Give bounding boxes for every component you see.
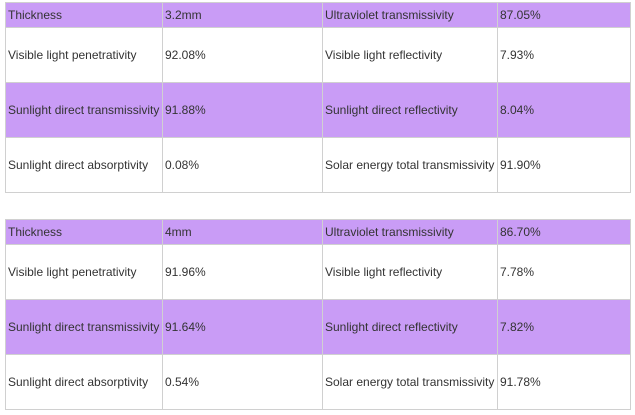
spec-table: Thickness 3.2mm Ultraviolet transmissivity… (5, 2, 631, 193)
property-name: Visible light penetrativity (5, 244, 163, 300)
table-row: Thickness 3.2mm Ultraviolet transmissivity… (5, 2, 631, 28)
table-row: Sunlight direct transmissivity 91.88% Sunl… (5, 82, 631, 138)
property-value: 8.04% (497, 82, 631, 138)
property-name: Thickness (5, 2, 163, 28)
table-row: Sunlight direct absorptivity 0.08% Solar e… (5, 137, 631, 193)
property-name: Visible light penetrativity (5, 27, 163, 83)
property-name: Sunlight direct absorptivity (5, 137, 163, 193)
property-name: Sunlight direct absorptivity (5, 354, 163, 410)
property-name: Sunlight direct reflectivity (322, 82, 498, 138)
property-value: 91.88% (162, 82, 323, 138)
property-name: Ultraviolet transmissivity (322, 2, 498, 28)
table-row: Visible light penetrativity 91.96% Visible… (5, 244, 631, 300)
property-name: Sunlight direct transmissivity (5, 299, 163, 355)
property-name: Visible light reflectivity (322, 27, 498, 83)
table-row: Visible light penetrativity 92.08% Visible… (5, 27, 631, 83)
property-name: Solar energy total transmissivity (322, 354, 498, 410)
property-value: 91.96% (162, 244, 323, 300)
table-row: Thickness 4mm Ultraviolet transmissivity 86… (5, 219, 631, 245)
property-value: 7.78% (497, 244, 631, 300)
property-value: 3.2mm (162, 2, 323, 28)
table-row: Sunlight direct absorptivity 0.54% Solar e… (5, 354, 631, 410)
property-value: 92.08% (162, 27, 323, 83)
property-value: 91.64% (162, 299, 323, 355)
table-row: Sunlight direct transmissivity 91.64% Sunl… (5, 299, 631, 355)
spec-table: Thickness 4mm Ultraviolet transmissivity 86… (5, 219, 631, 410)
property-value: 4mm (162, 219, 323, 245)
property-name: Ultraviolet transmissivity (322, 219, 498, 245)
property-name: Sunlight direct reflectivity (322, 299, 498, 355)
property-value: 7.82% (497, 299, 631, 355)
property-value: 0.54% (162, 354, 323, 410)
property-name: Solar energy total transmissivity (322, 137, 498, 193)
property-value: 91.90% (497, 137, 631, 193)
property-name: Visible light reflectivity (322, 244, 498, 300)
property-name: Thickness (5, 219, 163, 245)
property-value: 87.05% (497, 2, 631, 28)
property-value: 0.08% (162, 137, 323, 193)
property-value: 86.70% (497, 219, 631, 245)
property-value: 7.93% (497, 27, 631, 83)
property-name: Sunlight direct transmissivity (5, 82, 163, 138)
property-value: 91.78% (497, 354, 631, 410)
